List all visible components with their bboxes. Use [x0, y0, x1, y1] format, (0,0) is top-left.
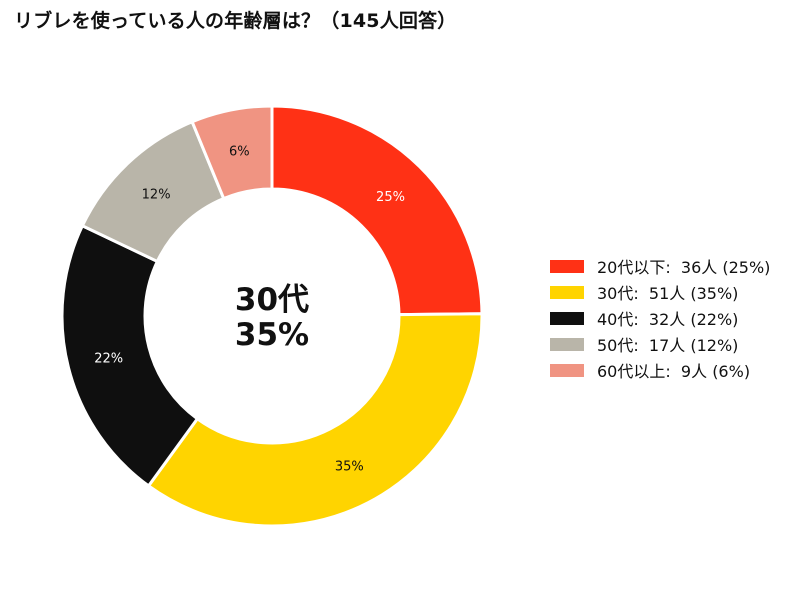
slice-label-40代: 22% [94, 352, 123, 367]
legend-item: 60代以上: 9人 (6%) [550, 357, 770, 383]
legend-label: 30代: 51人 (35%) [597, 284, 739, 303]
donut-slices [60, 104, 484, 528]
chart-title: リブレを使っている人の年齢層は？（145人回答） [14, 10, 457, 32]
legend-item: 30代: 51人 (35%) [550, 279, 770, 305]
center-label-category: 30代 [235, 282, 309, 318]
center-label-percent: 35% [235, 317, 309, 353]
slice-labels: 25% 35% 22% 12% 6% [94, 145, 405, 475]
slice-40代 [60, 224, 199, 488]
legend-label: 60代以上: 9人 (6%) [597, 362, 751, 381]
legend-label: 50代: 17人 (12%) [597, 336, 739, 355]
slice-label-30代: 35% [335, 460, 364, 475]
legend-swatch [550, 311, 584, 325]
slice-20代以下 [270, 104, 484, 317]
legend-swatch [550, 259, 584, 273]
legend-item: 20代以下: 36人 (25%) [550, 253, 770, 279]
legend-label: 40代: 32人 (22%) [597, 310, 739, 329]
legend-swatch [550, 285, 584, 299]
legend-label: 20代以下: 36人 (25%) [597, 258, 771, 277]
legend: 20代以下: 36人 (25%) 30代: 51人 (35%) 40代: 32人 (… [550, 253, 770, 383]
legend-swatch [550, 337, 584, 351]
slice-60代以上 [190, 104, 274, 201]
slice-30代 [147, 312, 484, 528]
slice-label-50代: 12% [142, 188, 171, 203]
legend-item: 50代: 17人 (12%) [550, 331, 770, 357]
legend-item: 40代: 32人 (22%) [550, 305, 770, 331]
slice-label-20代以下: 25% [376, 190, 405, 205]
slice-label-60代以上: 6% [229, 145, 250, 160]
legend-swatch [550, 363, 584, 377]
